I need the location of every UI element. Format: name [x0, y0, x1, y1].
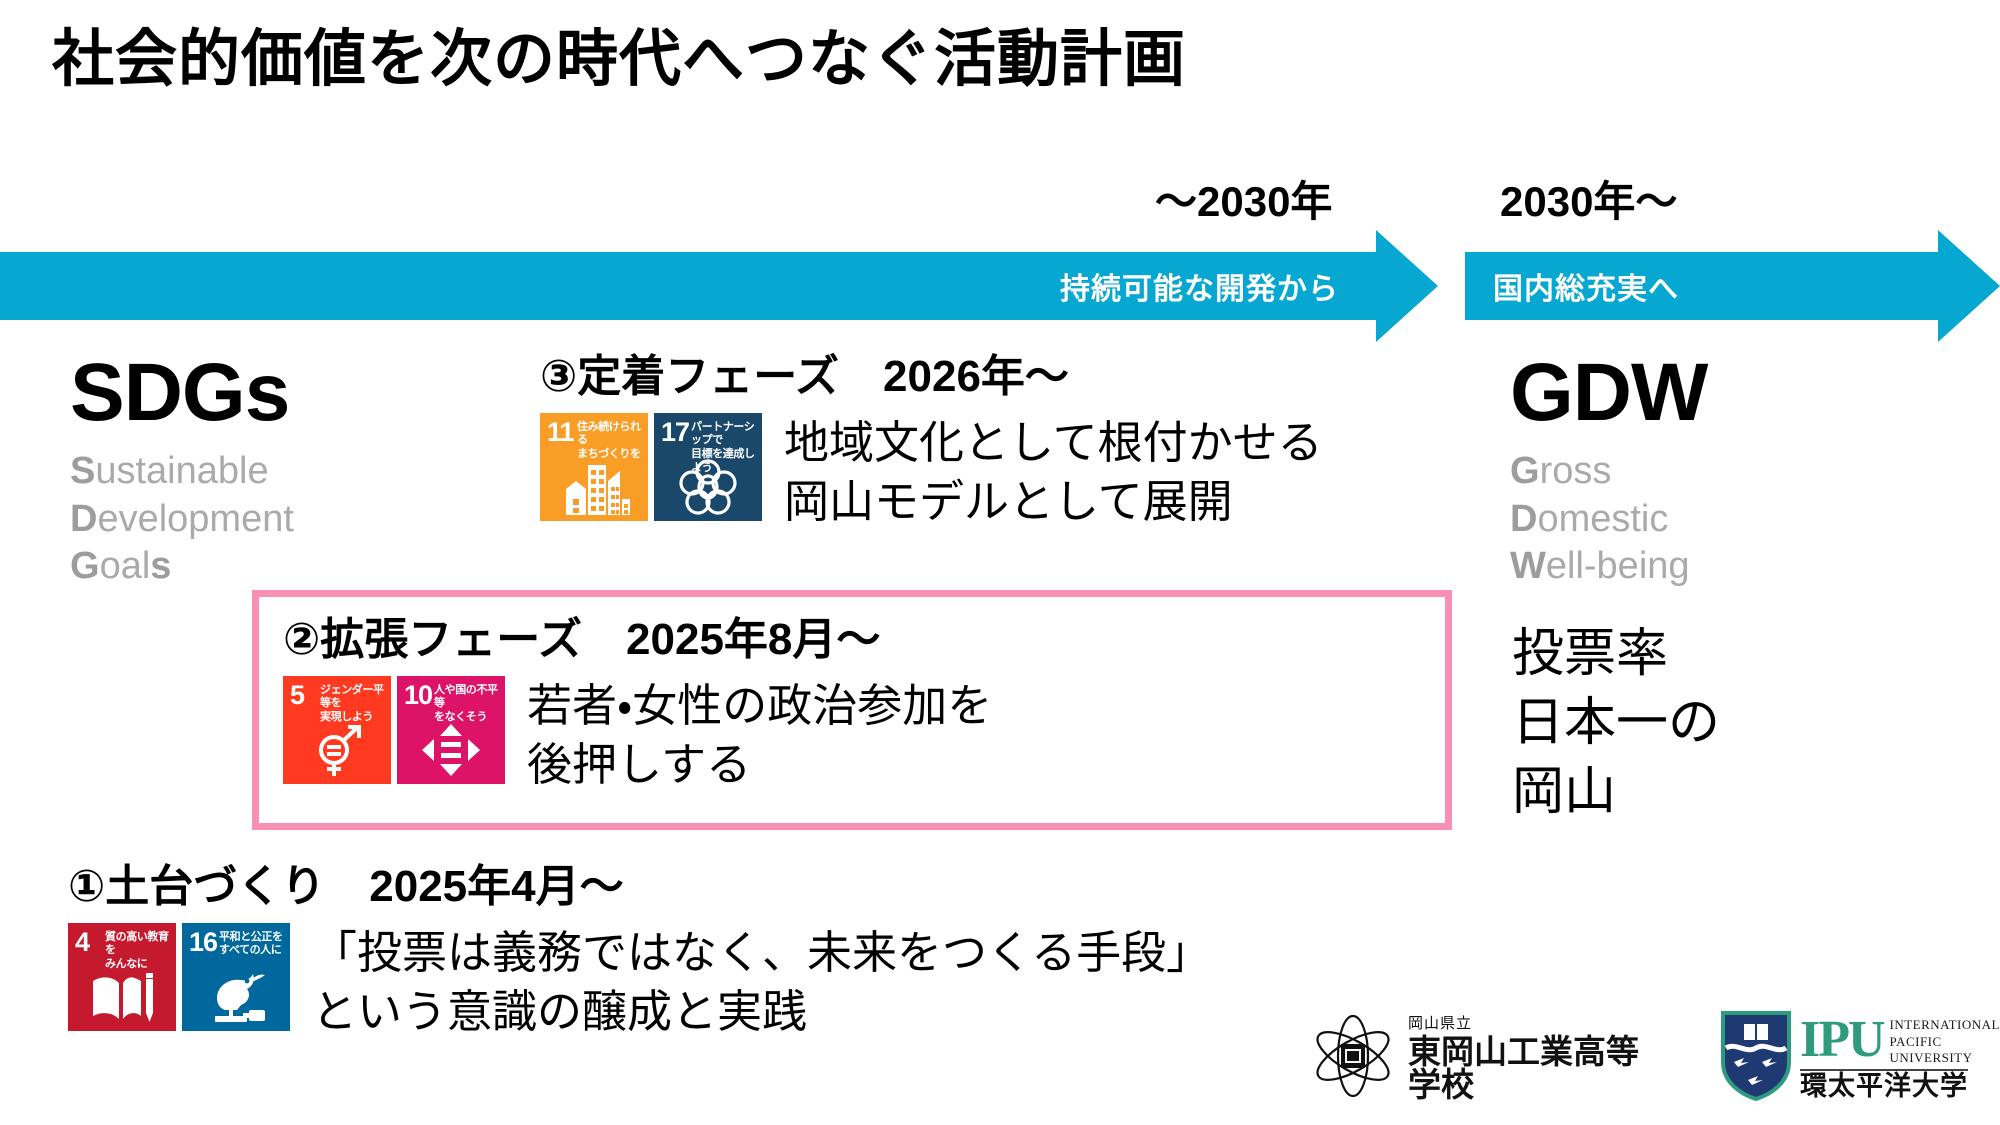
- phase-3-heading: ③定着フェーズ 2026年〜: [540, 352, 1069, 401]
- gdw-acronym: GDW: [1510, 347, 1708, 438]
- reduced-inequalities-icon: [397, 721, 505, 779]
- school-atom-crest-icon: [1310, 1013, 1396, 1104]
- gdw-expansion-line: Gross: [1510, 450, 1612, 492]
- ipu-english-name: INTERNATIONAL PACIFIC UNIVERSITY: [1889, 1016, 2000, 1066]
- sdg-10-number: 10: [404, 679, 433, 710]
- partner-logos: 岡山県立 東岡山工業高等学校 IPU INTERNATIO: [1310, 1010, 2000, 1107]
- arrow-1-head-icon: [1376, 230, 1438, 342]
- sdg-icon-10: 10 人や国の不平等 をなくそう: [397, 675, 505, 784]
- school-name-label: 東岡山工業高等学校: [1408, 1032, 1639, 1104]
- gender-equality-icon: [283, 721, 391, 779]
- sdg-icon-11: 11 住み続けられる まちづくりを: [540, 412, 648, 521]
- phase-2-heading: ②拡張フェーズ 2025年8月〜: [283, 615, 881, 664]
- gdw-slogan: 投票率 日本一の 岡山: [1512, 624, 1721, 823]
- phase-2-sdg-icons: 5 ジェンダー平等を 実現しよう: [283, 675, 505, 784]
- timeline-label-after-2030: 2030年〜: [1500, 178, 1678, 225]
- phase-2-block: ②拡張フェーズ 2025年8月〜 5 ジェンダー平等を 実現しよう: [283, 615, 992, 794]
- sdgs-acronym-block: SDGs Sustainable Development Goals: [70, 352, 294, 591]
- arrow-1-label: 持続可能な開発から: [1060, 273, 1339, 306]
- sdgs-expansion: Sustainable Development Goals: [70, 448, 294, 591]
- gdw-acronym-block: GDW Gross Domestic Well-being: [1510, 347, 1708, 591]
- phase-3-block: ③定着フェーズ 2026年〜 11 住み続けられる まちづくりを: [540, 352, 1323, 531]
- ipu-japanese-name: 環太平洋大学: [1799, 1069, 1968, 1103]
- ipu-shield-icon: [1720, 1010, 1792, 1107]
- sdg-icon-16: 16 平和と公正を すべての人に: [182, 922, 290, 1031]
- school-prefecture-label: 岡山県立: [1408, 1015, 1473, 1032]
- timeline-label-before-2030: 〜2030年: [1155, 178, 1333, 225]
- phase-1-heading: ①土台づくり 2025年4月〜: [68, 862, 624, 911]
- sdg-icon-4: 4 質の高い教育を みんなに: [68, 922, 176, 1031]
- sdg-17-number: 17: [661, 416, 690, 447]
- timeline-arrow-2: 国内総充実へ: [1465, 230, 2000, 342]
- arrow-1-bar: [0, 252, 1376, 320]
- arrow-2-bar: [1465, 252, 1938, 320]
- phase-2-frame: ②拡張フェーズ 2025年8月〜 5 ジェンダー平等を 実現しよう: [252, 590, 1452, 830]
- phase-1-block: ①土台づくり 2025年4月〜 4 質の高い教育を みんなに: [68, 862, 1211, 1041]
- phase-2-body: 若者・女性の政治参加を 後押しする: [527, 678, 993, 791]
- sdg-17-caption: パートナーシップで 目標を達成しよう: [691, 420, 755, 474]
- sdgs-expansion-line: Development: [70, 497, 294, 540]
- sdg-4-number: 4: [75, 926, 90, 957]
- logo-higashi-okayama-kogyo: 岡山県立 東岡山工業高等学校: [1310, 1013, 1670, 1104]
- sdg-icon-5: 5 ジェンダー平等を 実現しよう: [283, 675, 391, 784]
- gdw-expansion-line: Domestic: [1510, 497, 1669, 540]
- dove-gavel-icon: [182, 968, 290, 1026]
- sdg-10-caption: 人や国の不平等 をなくそう: [434, 683, 498, 724]
- sdgs-expansion-line: Sustainable: [70, 450, 269, 492]
- ipu-acronym: IPU: [1799, 1010, 1886, 1068]
- phase-1-sdg-icons: 4 質の高い教育を みんなに 16 平和と公正を すべて: [68, 922, 290, 1031]
- logo-ipu: IPU INTERNATIONAL PACIFIC UNIVERSITY 環太平…: [1720, 1010, 2000, 1107]
- sdg-11-number: 11: [547, 416, 575, 447]
- city-buildings-icon: [540, 458, 648, 516]
- phase-1-body: 「投票は義務ではなく、未来をつくる手段」 という意識の醸成と実践: [312, 925, 1212, 1038]
- sdg-icon-17: 17 パートナーシップで 目標を達成しよう: [654, 412, 762, 521]
- partnership-circles-icon: [654, 458, 762, 516]
- arrow-2-label: 国内総充実へ: [1493, 273, 1679, 306]
- sdg-16-number: 16: [189, 926, 218, 957]
- gdw-expansion: Gross Domestic Well-being: [1510, 448, 1707, 591]
- arrow-2-head-icon: [1938, 230, 2000, 342]
- sdgs-expansion-line: Goals: [70, 545, 172, 587]
- gdw-expansion-line: Well-being: [1510, 545, 1690, 587]
- phase-3-sdg-icons: 11 住み続けられる まちづくりを: [540, 412, 762, 521]
- sdgs-acronym: SDGs: [70, 347, 290, 438]
- page-title: 社会的価値を次の時代へつなぐ活動計画: [52, 25, 1187, 94]
- sdg-5-number: 5: [290, 679, 305, 710]
- sdg-16-caption: 平和と公正を すべての人に: [219, 930, 283, 957]
- phase-3-body: 地域文化として根付かせる 岡山モデルとして展開: [784, 415, 1323, 528]
- timeline-arrow-1: 持続可能な開発から: [0, 230, 1438, 342]
- open-book-pencil-icon: [68, 968, 176, 1026]
- sdg-5-caption: ジェンダー平等を 実現しよう: [320, 683, 384, 724]
- sdg-11-caption: 住み続けられる まちづくりを: [577, 420, 641, 461]
- sdg-4-caption: 質の高い教育を みんなに: [105, 930, 169, 971]
